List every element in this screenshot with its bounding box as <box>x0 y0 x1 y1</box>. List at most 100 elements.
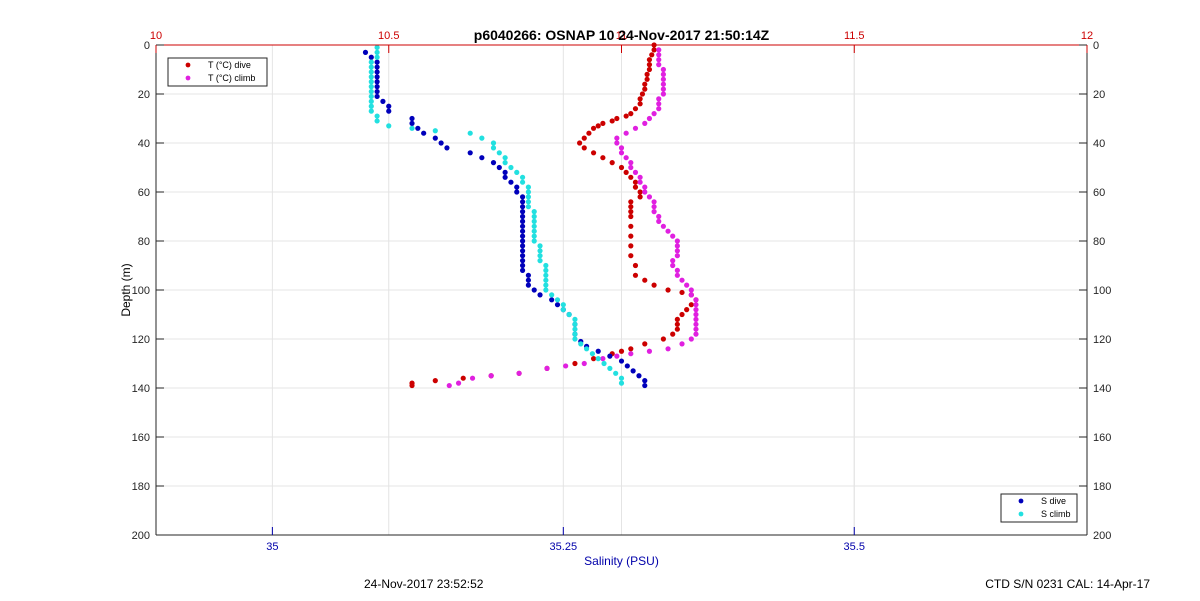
point-t-c-climb <box>651 199 657 205</box>
point-t-c-dive <box>642 277 648 283</box>
point-t-c-climb <box>656 57 662 63</box>
depth-tick-label-left: 40 <box>138 138 150 150</box>
salinity-tick-label: 35.25 <box>550 541 578 553</box>
point-t-c-dive <box>595 123 601 129</box>
point-s-climb <box>543 262 549 269</box>
point-t-c-climb <box>651 204 657 210</box>
point-s-dive <box>386 103 392 109</box>
point-s-dive <box>519 258 526 264</box>
point-s-dive <box>479 155 485 161</box>
point-s-dive <box>537 292 543 298</box>
point-t-c-dive <box>628 346 634 352</box>
point-s-climb <box>525 194 532 200</box>
legend-t-c-climb-marker <box>185 75 191 81</box>
point-s-climb <box>374 44 380 51</box>
point-t-c-climb <box>674 243 680 249</box>
point-t-c-climb <box>670 233 676 239</box>
point-t-c-dive <box>639 91 646 97</box>
point-s-dive <box>618 358 625 364</box>
point-t-c-climb <box>623 130 629 136</box>
point-t-c-climb <box>614 135 620 141</box>
point-t-c-dive <box>628 213 634 220</box>
point-s-climb <box>537 248 543 254</box>
point-s-climb <box>525 204 532 210</box>
point-t-c-dive <box>679 289 685 296</box>
point-t-c-climb <box>656 47 662 53</box>
point-s-climb <box>572 316 578 322</box>
point-s-climb <box>374 49 380 55</box>
point-t-c-dive <box>637 194 643 200</box>
point-t-c-climb <box>488 373 494 379</box>
point-t-c-dive <box>409 382 415 389</box>
point-t-c-dive <box>577 140 583 146</box>
point-t-c-climb <box>688 292 694 298</box>
point-s-climb <box>572 336 578 342</box>
point-t-c-climb <box>563 363 569 369</box>
point-s-dive <box>374 59 380 65</box>
temperature-tick-label: 10.5 <box>378 30 399 42</box>
depth-tick-label-left: 0 <box>144 40 150 52</box>
point-t-c-dive <box>586 130 592 136</box>
point-t-c-climb <box>614 140 620 146</box>
point-s-dive <box>525 272 532 278</box>
point-s-climb <box>618 380 625 386</box>
depth-tick-label-left: 140 <box>132 383 150 395</box>
point-t-c-dive <box>637 101 643 107</box>
point-s-dive <box>409 115 415 122</box>
point-t-c-dive <box>632 106 639 112</box>
point-t-c-climb <box>623 155 629 161</box>
point-t-c-climb <box>688 336 694 342</box>
point-t-c-climb <box>642 184 648 190</box>
point-t-c-climb <box>693 326 699 332</box>
point-t-c-climb <box>674 267 680 273</box>
point-t-c-climb <box>646 194 653 200</box>
point-t-c-dive <box>674 326 680 332</box>
point-t-c-climb <box>656 218 662 224</box>
point-t-c-climb <box>651 111 657 117</box>
point-s-dive <box>525 282 532 288</box>
point-t-c-climb <box>637 174 643 180</box>
point-t-c-climb <box>469 375 476 381</box>
point-t-c-climb <box>642 189 648 195</box>
point-t-c-dive <box>665 287 671 293</box>
point-s-climb <box>583 346 590 352</box>
point-s-climb <box>531 238 537 244</box>
point-t-c-dive <box>628 174 634 180</box>
point-s-dive <box>374 74 380 80</box>
point-t-c-climb <box>632 125 639 131</box>
chart-title: p6040266: OSNAP 10 24-Nov-2017 21:50:14Z <box>474 27 770 43</box>
legend-t-c-dive-label: T (°C) dive <box>208 60 251 70</box>
point-t-c-climb <box>693 331 699 337</box>
point-s-climb <box>508 164 514 171</box>
point-t-c-dive <box>642 86 648 92</box>
point-s-climb <box>502 155 508 161</box>
point-s-climb <box>368 98 374 104</box>
point-s-climb <box>531 233 537 239</box>
point-s-climb <box>543 267 549 273</box>
point-t-c-dive <box>628 209 634 215</box>
point-t-c-dive <box>651 47 657 53</box>
legend-t-c-climb-label: T (°C) climb <box>208 73 255 83</box>
depth-tick-label-right: 200 <box>1093 530 1111 542</box>
point-s-climb <box>479 135 485 141</box>
point-t-c-dive <box>628 199 634 205</box>
depth-tick-label-left: 100 <box>132 285 150 297</box>
point-s-dive <box>368 54 374 60</box>
point-t-c-climb <box>455 380 462 386</box>
point-t-c-climb <box>646 115 653 122</box>
point-t-c-dive <box>609 160 615 166</box>
point-t-c-climb <box>660 81 666 87</box>
point-s-dive <box>519 218 526 224</box>
point-s-dive <box>630 368 636 374</box>
point-s-climb <box>525 199 532 205</box>
point-t-c-climb <box>656 96 662 102</box>
temperature-tick-label: 12 <box>1081 30 1093 42</box>
point-s-climb <box>502 160 508 166</box>
point-t-c-dive <box>609 118 615 124</box>
point-t-c-climb <box>600 356 606 362</box>
point-t-c-dive <box>644 76 650 82</box>
point-s-dive <box>519 199 526 205</box>
point-t-c-dive <box>618 348 625 354</box>
point-s-climb <box>543 277 549 283</box>
point-t-c-dive <box>600 155 606 161</box>
